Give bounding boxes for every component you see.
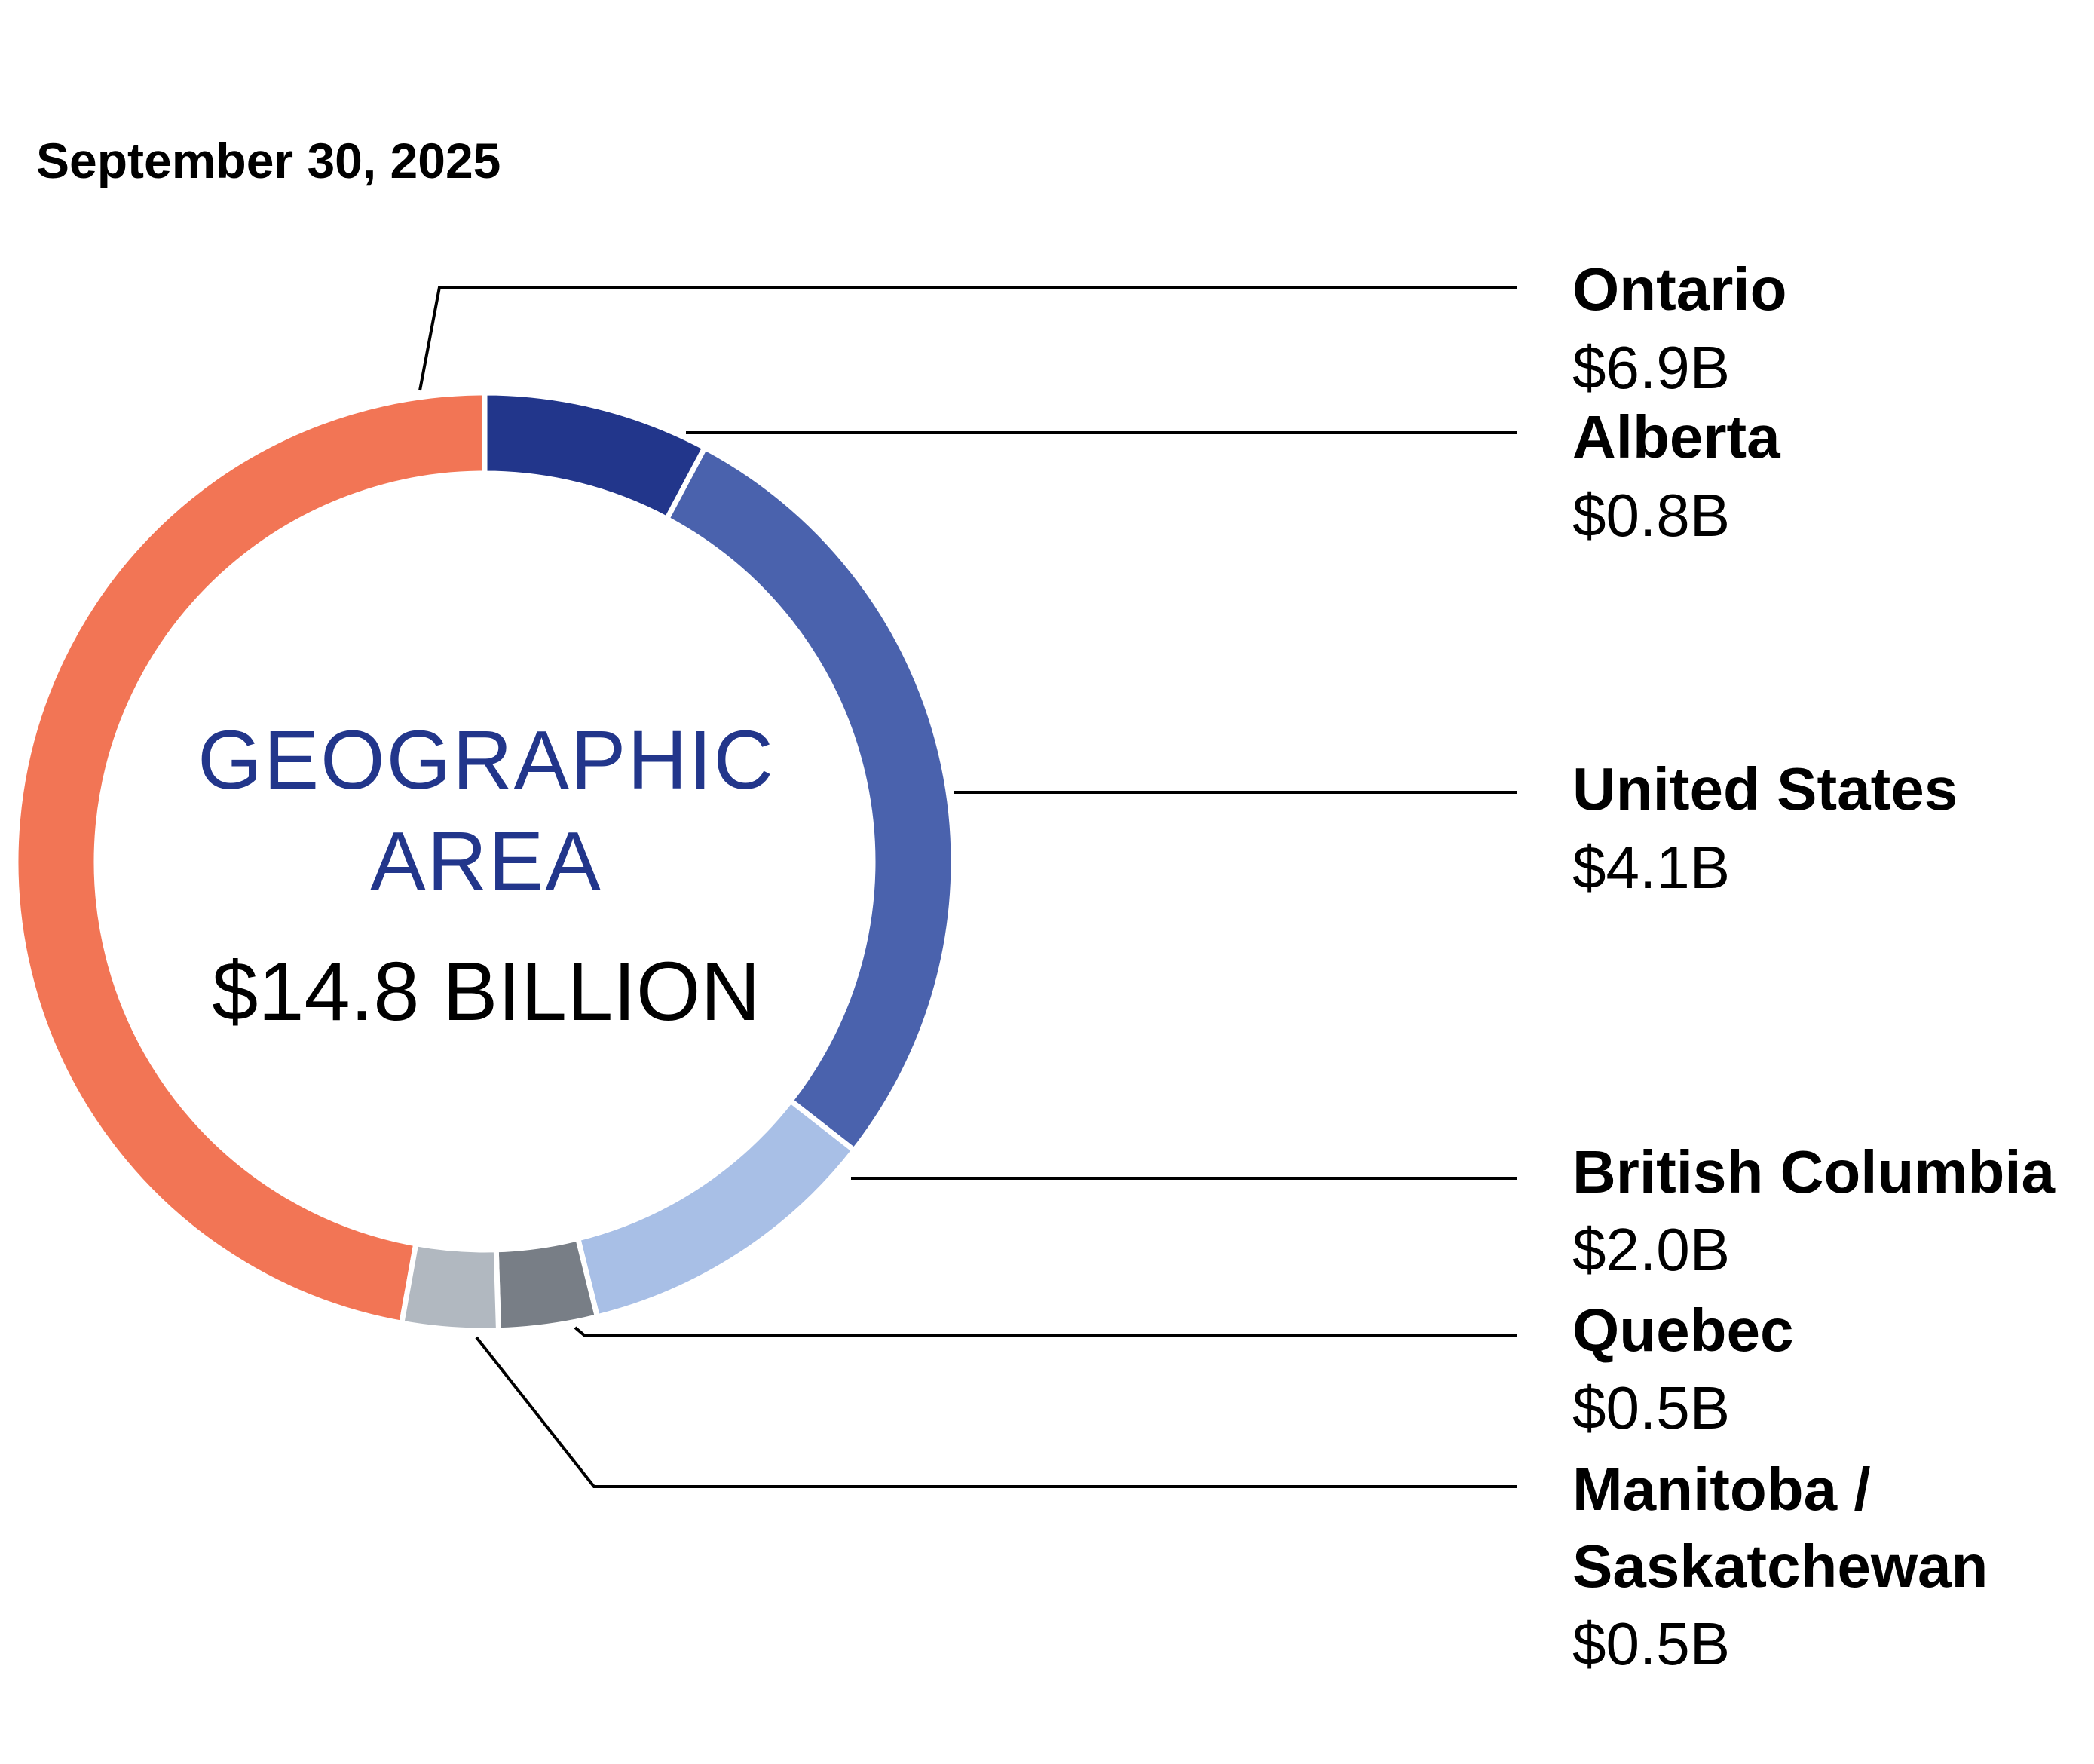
- label-name-line2: Saskatchewan: [1572, 1533, 1988, 1600]
- label-name: British Columbia: [1572, 1138, 2056, 1205]
- label-value: $4.1B: [1572, 834, 1730, 901]
- center-total-value: $14.8 BILLION: [212, 945, 761, 1038]
- center-label-line1: GEOGRAPHIC: [197, 714, 775, 807]
- label-alberta: Alberta $0.8B: [1572, 403, 1780, 549]
- donut-ring: [13, 390, 957, 1334]
- donut-center-text: GEOGRAPHIC AREA $14.8 BILLION: [197, 714, 775, 1038]
- label-united-states: United States $4.1B: [1572, 755, 1958, 901]
- label-value: $0.8B: [1572, 482, 1730, 549]
- donut-slice-manitoba-saskatchewan: [398, 1240, 502, 1334]
- label-value: $2.0B: [1572, 1216, 1730, 1283]
- donut-slice-british-columbia: [574, 1097, 859, 1321]
- leader-lines: [418, 286, 1517, 1488]
- donut-slice-united-states: [663, 444, 957, 1154]
- chart-date-title: September 30, 2025: [36, 133, 501, 188]
- center-label-line2: AREA: [370, 815, 602, 908]
- leader-line-manitoba-saskatchewan: [475, 1336, 1517, 1488]
- label-name: Quebec: [1572, 1297, 1793, 1364]
- donut-slice-quebec: [493, 1235, 601, 1334]
- label-british-columbia: British Columbia $2.0B: [1572, 1138, 2056, 1283]
- label-name-line1: Manitoba /: [1572, 1456, 1871, 1523]
- donut-slice-alberta: [482, 390, 709, 523]
- label-name: Alberta: [1572, 403, 1780, 470]
- label-name: Ontario: [1572, 256, 1786, 323]
- leader-line-ontario: [418, 286, 1517, 391]
- label-quebec: Quebec $0.5B: [1572, 1297, 1793, 1441]
- legend-labels: Ontario $6.9B Alberta $0.8B United State…: [1572, 256, 2056, 1677]
- label-value: $0.5B: [1572, 1610, 1730, 1677]
- leader-line-quebec: [574, 1326, 1517, 1337]
- label-value: $6.9B: [1572, 334, 1730, 401]
- donut-slice-ontario: [13, 390, 488, 1327]
- label-ontario: Ontario $6.9B: [1572, 256, 1786, 401]
- label-manitoba-saskatchewan: Manitoba / Saskatchewan $0.5B: [1572, 1456, 1988, 1677]
- label-name: United States: [1572, 755, 1958, 822]
- label-value: $0.5B: [1572, 1374, 1730, 1441]
